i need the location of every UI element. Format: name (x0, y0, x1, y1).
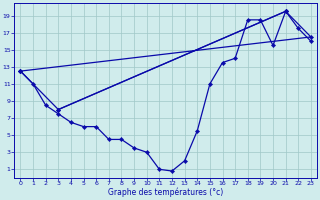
X-axis label: Graphe des températures (°c): Graphe des températures (°c) (108, 188, 223, 197)
